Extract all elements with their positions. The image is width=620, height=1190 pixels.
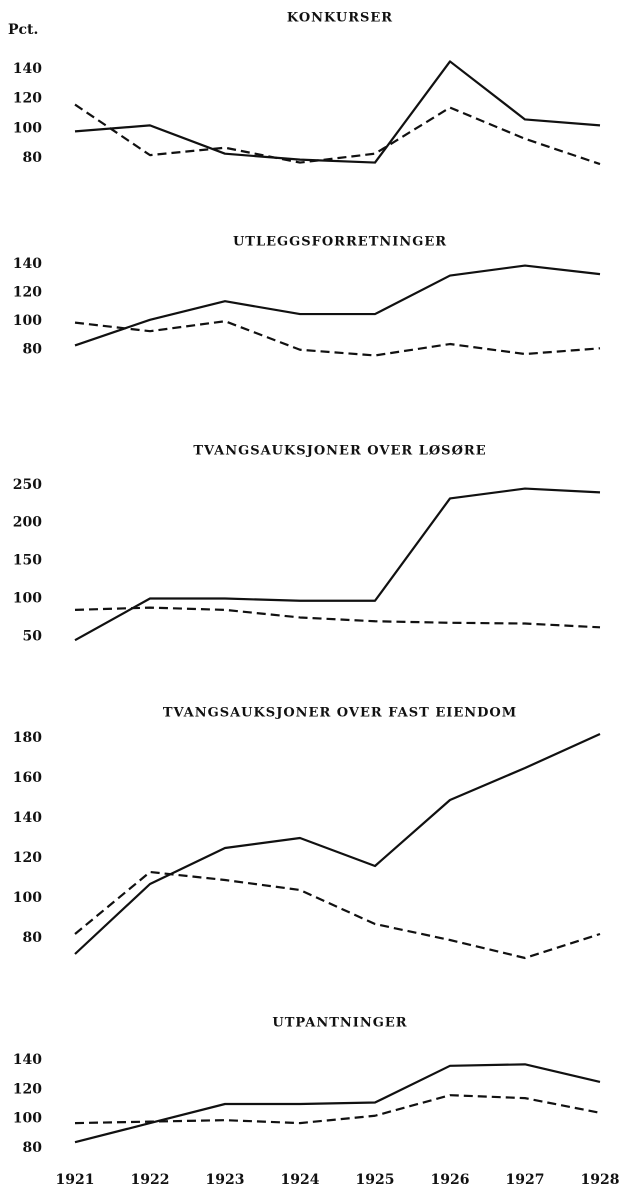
- y-tick-label: 160: [13, 770, 42, 786]
- y-tick-label: 80: [23, 1140, 43, 1156]
- y-tick-label: 150: [13, 553, 42, 569]
- series-line: [74, 103, 601, 166]
- y-tick-label: 100: [13, 313, 42, 329]
- chart-title: TVANGSAUKSJONER OVER LØSØRE: [193, 444, 486, 459]
- x-tick-label: 1922: [131, 1172, 170, 1188]
- series-line: [74, 264, 601, 347]
- y-tick-label: 250: [13, 477, 42, 493]
- y-tick-label: 140: [13, 1052, 42, 1068]
- series-line: [74, 606, 601, 629]
- y-tick-label: 100: [13, 1111, 42, 1127]
- chart-title: KONKURSER: [287, 11, 393, 26]
- y-tick-label: 120: [13, 850, 42, 866]
- y-tick-label: 140: [13, 61, 42, 77]
- x-tick-label: 1923: [206, 1172, 245, 1188]
- y-axis-label: Pct.: [8, 22, 38, 38]
- x-tick-label: 1928: [581, 1172, 620, 1188]
- x-tick-label: 1925: [356, 1172, 395, 1188]
- series-line: [74, 487, 601, 642]
- series-line: [74, 60, 601, 164]
- series-line: [74, 870, 601, 960]
- y-tick-label: 80: [23, 150, 43, 166]
- y-tick-label: 180: [13, 730, 42, 746]
- series-line: [74, 1063, 601, 1144]
- chart-title: UTLEGGSFORRETNINGER: [233, 235, 447, 250]
- y-tick-label: 80: [23, 930, 43, 946]
- y-tick-label: 120: [13, 285, 42, 301]
- x-tick-label: 1927: [506, 1172, 545, 1188]
- y-tick-label: 140: [13, 256, 42, 272]
- chart-title: TVANGSAUKSJONER OVER FAST EIENDOM: [163, 706, 517, 721]
- series-line: [74, 732, 601, 955]
- x-tick-label: 1924: [281, 1172, 320, 1188]
- y-tick-label: 200: [13, 515, 42, 531]
- y-tick-label: 120: [13, 1081, 42, 1097]
- x-tick-label: 1921: [56, 1172, 95, 1188]
- y-tick-label: 120: [13, 91, 42, 107]
- y-tick-label: 80: [23, 342, 43, 358]
- chart-title: UTPANTNINGER: [272, 1016, 407, 1031]
- y-tick-label: 100: [13, 890, 42, 906]
- y-tick-label: 140: [13, 810, 42, 826]
- y-tick-label: 100: [13, 120, 42, 136]
- y-tick-label: 50: [23, 628, 43, 644]
- series-line: [74, 320, 601, 357]
- y-tick-label: 100: [13, 591, 42, 607]
- series-line: [74, 1094, 601, 1125]
- x-tick-label: 1926: [431, 1172, 470, 1188]
